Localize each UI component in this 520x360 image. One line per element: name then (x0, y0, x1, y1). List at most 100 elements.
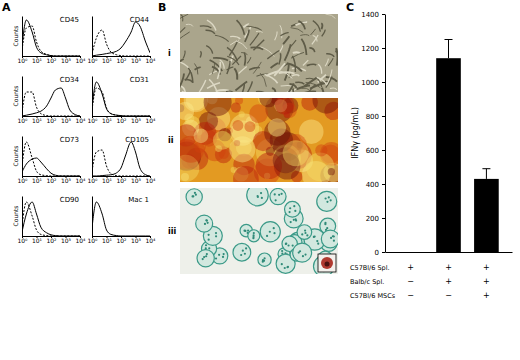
tick-label: 10³ (61, 177, 72, 184)
cell-texture (326, 76, 332, 87)
tick: 10⁰ (87, 236, 98, 244)
cell-texture (194, 63, 197, 74)
cell: + (445, 263, 452, 272)
cell (270, 188, 286, 204)
cell-dot (316, 240, 318, 242)
cell-dot (266, 235, 268, 237)
cell-dot (247, 230, 249, 232)
cell-dot (295, 218, 297, 220)
tick: 10⁰ (17, 236, 28, 244)
tick-label: 10⁴ (75, 237, 86, 244)
tick-label: 200 (366, 215, 379, 223)
cell-texture (300, 35, 309, 36)
stain-texture (229, 136, 255, 162)
tick-label: 10² (46, 117, 57, 124)
stain-texture (328, 168, 335, 175)
histogram-panel: 10⁰10¹10²10³10⁴CD44 (87, 16, 156, 64)
cell-dot (273, 227, 275, 229)
error-bar (445, 40, 453, 59)
tick-label: 10¹ (102, 57, 113, 64)
cell-texture (291, 28, 304, 33)
cell-texture (280, 33, 288, 36)
cell-dot (244, 230, 246, 232)
condition-table: C57Bl/6 Spl.+++Balb/c Spl.−++C57Bl/6 MSC… (350, 263, 490, 300)
tick-label: 10⁴ (145, 57, 156, 64)
tick-label: 10³ (131, 117, 142, 124)
cell-texture (207, 20, 216, 30)
cell-texture (234, 68, 237, 79)
tick: 10³ (131, 56, 142, 64)
tick-mark (382, 150, 385, 151)
stain-texture (194, 128, 209, 143)
histogram-curve (92, 30, 150, 56)
cell-dot (206, 253, 208, 255)
cell-texture (275, 32, 277, 41)
cell-texture (247, 57, 251, 63)
tick-label: 10² (116, 177, 127, 184)
tick: 10² (46, 116, 57, 124)
cell-texture (279, 53, 281, 64)
cell: + (483, 263, 490, 272)
cell-dot (240, 254, 242, 256)
cell-dot (286, 266, 288, 268)
tick-label: 10⁴ (75, 117, 86, 124)
cell-texture (301, 88, 309, 90)
tick-label: 10³ (131, 57, 142, 64)
histogram-title: CD45 (60, 16, 79, 24)
tick-mark (382, 252, 385, 253)
cell-texture (217, 62, 220, 79)
tick: 10² (116, 116, 127, 124)
stain-texture (306, 152, 335, 181)
tick-label: 10² (46, 177, 57, 184)
axis-line (385, 15, 386, 253)
cell-texture (198, 80, 206, 92)
cell-dot (290, 221, 292, 223)
tick: 10² (46, 56, 57, 64)
tick-label: 1200 (361, 45, 379, 53)
panel-label: C (346, 1, 354, 14)
cell-dot (244, 253, 246, 255)
tick: 10⁰ (87, 176, 98, 184)
tick: 10⁰ (17, 116, 28, 124)
tick: 10¹ (32, 116, 43, 124)
cell-texture (215, 35, 229, 41)
histogram-panel: 10⁰10¹10²10³10⁴CD90Counts (12, 196, 86, 244)
tick: 10² (46, 236, 57, 244)
histogram-title: CD90 (60, 196, 79, 204)
plot-area (22, 20, 80, 56)
bar (398, 252, 423, 253)
cell-texture (180, 73, 184, 87)
cell-texture (327, 69, 332, 84)
histogram-curve (92, 22, 150, 56)
histogram-curve (92, 150, 150, 176)
tick-mark (382, 48, 385, 49)
axis-line (386, 252, 513, 253)
cell-dot (313, 236, 315, 238)
figure-svg: ABC10⁰10¹10²10³10⁴CD45Counts10⁰10¹10²10³… (0, 0, 520, 360)
cell-texture (241, 52, 247, 55)
cell (233, 243, 251, 261)
cell-dot (223, 253, 225, 255)
tick-label: 10² (116, 57, 127, 64)
histogram-panel: 10⁰10¹10²10³10⁴CD34Counts (12, 76, 86, 124)
row-label: Balb/c Spl. (350, 278, 384, 286)
cell-texture (287, 83, 294, 92)
histogram-curve (22, 20, 80, 56)
cell-texture (264, 75, 277, 84)
cell-dot (333, 240, 335, 242)
cell-texture (326, 54, 334, 57)
tick: 1400 (361, 11, 385, 19)
cell-dot (269, 231, 271, 233)
tick-label: 400 (366, 181, 379, 189)
inset-cell (321, 257, 333, 269)
tick: 1200 (361, 45, 385, 53)
x-axis: 10⁰10¹10²10³10⁴ (87, 236, 156, 244)
tick-label: 10⁴ (145, 237, 156, 244)
tick: 10⁰ (17, 56, 28, 64)
tick: 200 (366, 215, 385, 223)
cell-texture (212, 63, 215, 74)
histogram-curve (92, 142, 150, 176)
tick-label: 10³ (61, 237, 72, 244)
error-bar-cap (445, 39, 453, 40)
error-bar-stem (448, 40, 449, 59)
